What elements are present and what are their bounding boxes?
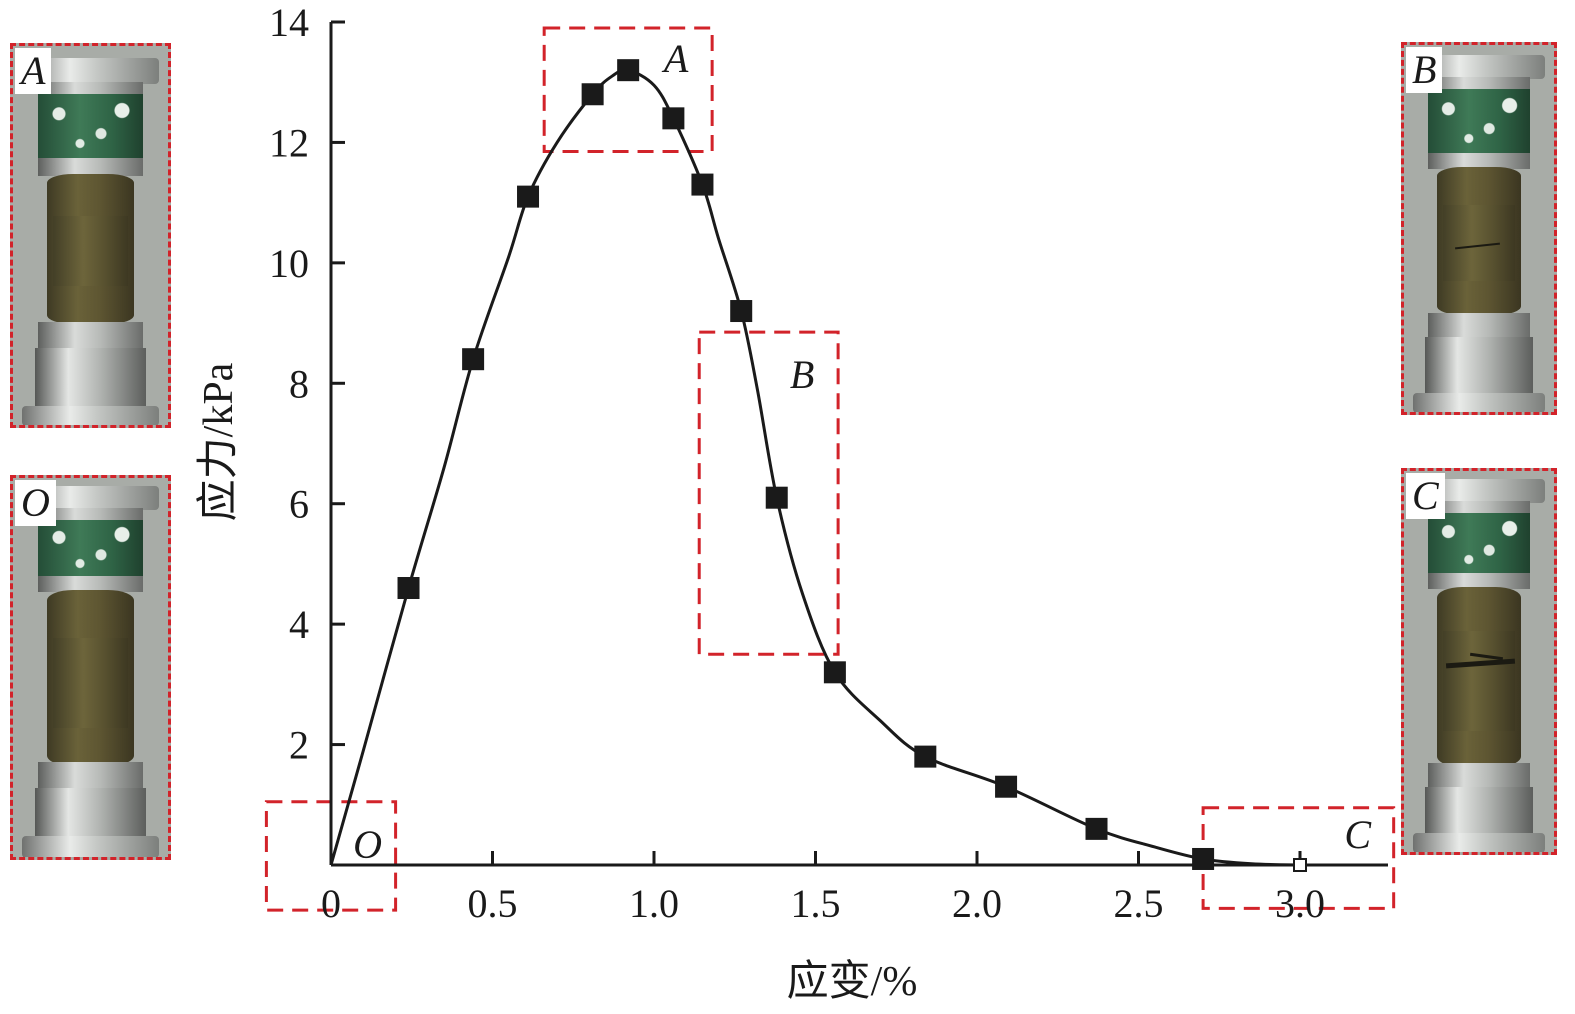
labels: 应变/% 应力/kPa O A B C: [195, 36, 1372, 1005]
y-tick-label: 10: [269, 241, 309, 286]
x-axis-title: 应变/%: [787, 958, 918, 1005]
stress-strain-curve: [329, 68, 1301, 867]
y-tick-label: 8: [289, 361, 309, 406]
data-point: [914, 745, 937, 768]
data-point: [662, 107, 685, 130]
region-box-a: [542, 26, 714, 153]
x-tick-label: 0.5: [468, 881, 518, 926]
y-tick-label: 12: [269, 120, 309, 165]
x-tick-label: 2.0: [952, 881, 1002, 926]
data-point: [517, 185, 540, 208]
data-point: [462, 348, 485, 371]
data-point: [1192, 847, 1215, 870]
y-tick-label: 2: [289, 723, 309, 768]
region-label-a: A: [661, 36, 689, 81]
specimen-photo-o: O: [10, 475, 171, 860]
y-tick-label: 14: [269, 0, 309, 45]
y-axis-title: 应力/kPa: [195, 362, 242, 521]
specimen-c-label: C: [1406, 473, 1445, 519]
specimen-a-label: A: [15, 48, 52, 94]
region-label-b: B: [790, 352, 814, 397]
data-point: [617, 59, 640, 82]
data-point: [765, 486, 788, 509]
data-point: [397, 577, 420, 600]
specimen-o-scene: [13, 478, 168, 857]
y-tick-label: 6: [289, 482, 309, 527]
data-point: [581, 83, 604, 106]
data-point: [823, 661, 846, 684]
region-box-b: [697, 330, 840, 656]
x-tick-label: 3.0: [1275, 881, 1325, 926]
region-label-o: O: [353, 822, 382, 867]
specimen-a-scene: [13, 46, 168, 425]
region-label-c: C: [1344, 812, 1372, 857]
x-tick-label: 2.5: [1114, 881, 1164, 926]
axes: 0 0.5 1.0 1.5 2.0 2.5 3.0 2 4 6 8 10 12 14: [269, 0, 1388, 926]
data-point: [730, 300, 753, 323]
x-tick-label: 1.0: [629, 881, 679, 926]
specimen-b-label: B: [1406, 47, 1443, 93]
x-tick-label: 1.5: [791, 881, 841, 926]
y-tick-label: 4: [289, 602, 309, 647]
data-point: [995, 775, 1018, 798]
region-boxes: [264, 26, 1396, 912]
data-markers: [397, 59, 1307, 872]
specimen-b-scene: [1404, 45, 1554, 412]
data-point: [691, 173, 714, 196]
specimen-c-scene: [1404, 471, 1554, 852]
specimen-o-label: O: [15, 480, 56, 526]
data-point: [1085, 817, 1108, 840]
end-point-marker: [1293, 858, 1307, 872]
specimen-photo-c: C: [1401, 468, 1557, 855]
specimen-photo-b: B: [1401, 42, 1557, 415]
x-tick-label: 0: [321, 881, 341, 926]
specimen-photo-a: A: [10, 43, 171, 428]
curve-layer: [329, 68, 1301, 867]
